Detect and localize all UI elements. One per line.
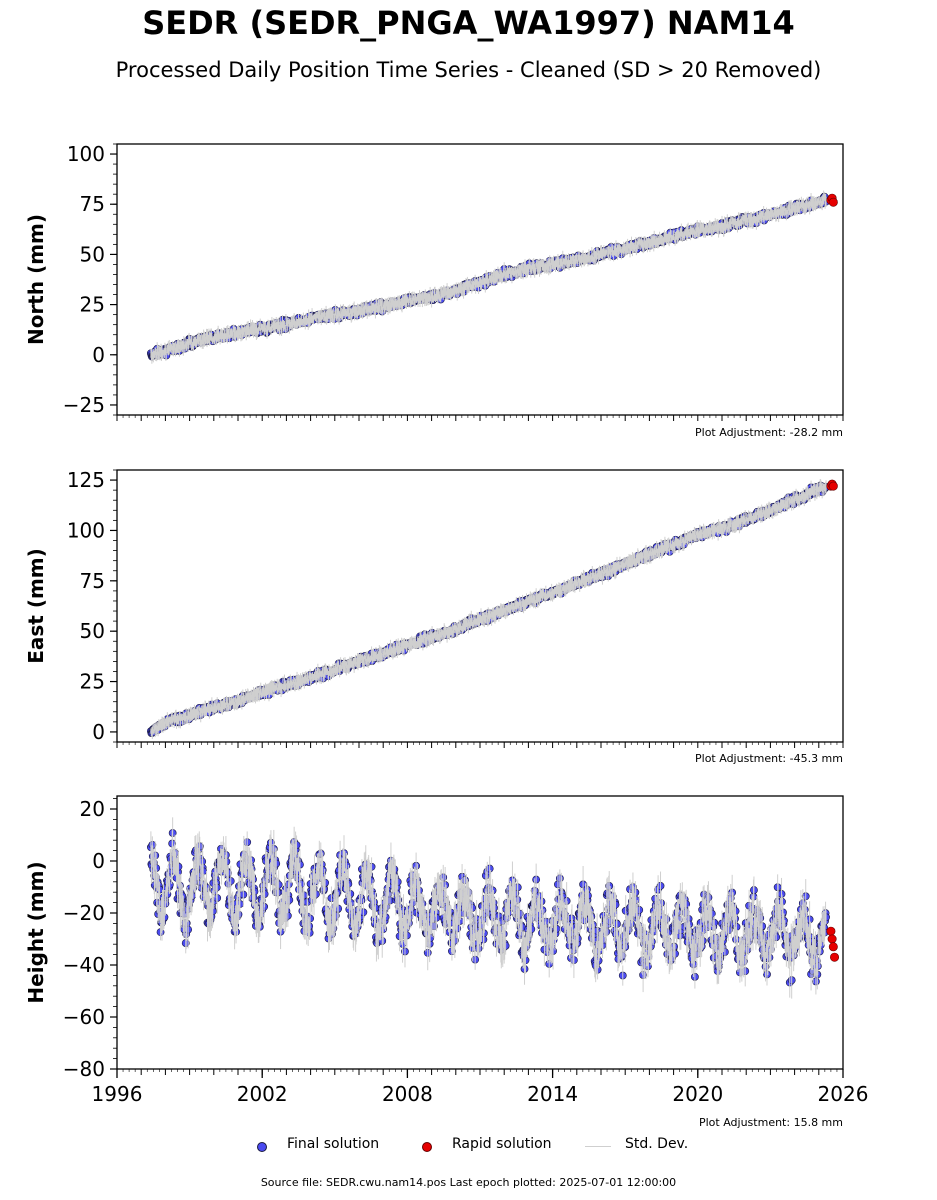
y-tick-label: 50 xyxy=(80,619,105,643)
y-tick-label: 25 xyxy=(80,293,105,317)
chart-subtitle: Processed Daily Position Time Series - C… xyxy=(115,58,822,82)
y-tick-label: 25 xyxy=(80,670,105,694)
y-axis-label: North (mm) xyxy=(24,214,48,345)
plot-adjustment-note: Plot Adjustment: -45.3 mm xyxy=(695,752,843,765)
chart-title: SEDR (SEDR_PNGA_WA1997) NAM14 xyxy=(142,4,795,42)
y-tick-label: 0 xyxy=(92,343,105,367)
y-tick-label: 125 xyxy=(67,468,105,492)
y-tick-label: 75 xyxy=(80,569,105,593)
y-tick-label: 100 xyxy=(67,518,105,542)
y-tick-label: −25 xyxy=(63,393,105,417)
rapid-point xyxy=(828,197,838,207)
y-axis-label: East (mm) xyxy=(24,548,48,664)
panel-1: 0 25 50 75 100 125 East (mm) Plot Adjustment: -… xyxy=(24,468,844,765)
stddev-group xyxy=(150,190,827,364)
y-tick-label: 75 xyxy=(80,192,105,216)
plot-adjustment-note: Plot Adjustment: -28.2 mm xyxy=(695,426,843,439)
y-tick-label: 50 xyxy=(80,242,105,266)
panel-0: −25 0 25 50 75 100 North (mm) Plot Adjustment: … xyxy=(24,142,844,439)
y-tick-label: 0 xyxy=(92,720,105,744)
y-tick-label: 100 xyxy=(67,142,105,166)
